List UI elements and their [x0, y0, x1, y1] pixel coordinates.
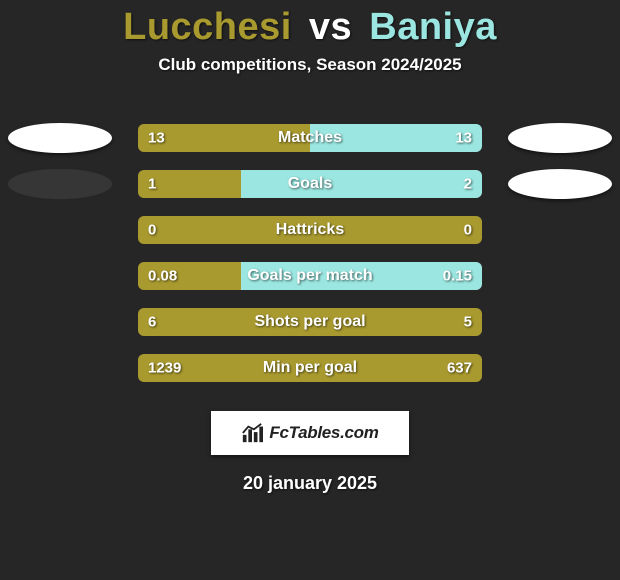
rank-ellipse-left [8, 123, 112, 153]
stat-row: 65Shots per goal [0, 299, 620, 345]
stat-bar: 00Hattricks [138, 216, 482, 244]
comparison-title: Lucchesi vs Baniya [0, 0, 620, 49]
player1-name: Lucchesi [123, 6, 292, 48]
stat-bar: 1239637Min per goal [138, 354, 482, 382]
subtitle: Club competitions, Season 2024/2025 [0, 55, 620, 75]
stat-row: 1239637Min per goal [0, 345, 620, 391]
stat-row: 1313Matches [0, 115, 620, 161]
badge-text: FcTables.com [269, 423, 378, 443]
stat-label: Hattricks [138, 221, 482, 239]
stat-label: Goals [138, 175, 482, 193]
stat-label: Min per goal [138, 359, 482, 377]
rank-ellipse-right [508, 169, 612, 199]
stat-bar: 65Shots per goal [138, 308, 482, 336]
stat-row: 0.080.15Goals per match [0, 253, 620, 299]
stat-label: Matches [138, 129, 482, 147]
stat-bar: 12Goals [138, 170, 482, 198]
vs-label: vs [309, 6, 352, 48]
chart-bars-icon [241, 422, 263, 444]
stat-label: Shots per goal [138, 313, 482, 331]
source-badge: FcTables.com [211, 411, 409, 455]
rank-ellipse-right [508, 123, 612, 153]
rank-ellipse-left [8, 169, 112, 199]
stat-bar: 1313Matches [138, 124, 482, 152]
date-label: 20 january 2025 [0, 473, 620, 494]
player2-name: Baniya [369, 6, 497, 48]
stat-label: Goals per match [138, 267, 482, 285]
stat-row: 00Hattricks [0, 207, 620, 253]
stat-row: 12Goals [0, 161, 620, 207]
stat-bar: 0.080.15Goals per match [138, 262, 482, 290]
stats-rows: 1313Matches 12Goals 00Hattricks 0.080.15Goa… [0, 115, 620, 391]
